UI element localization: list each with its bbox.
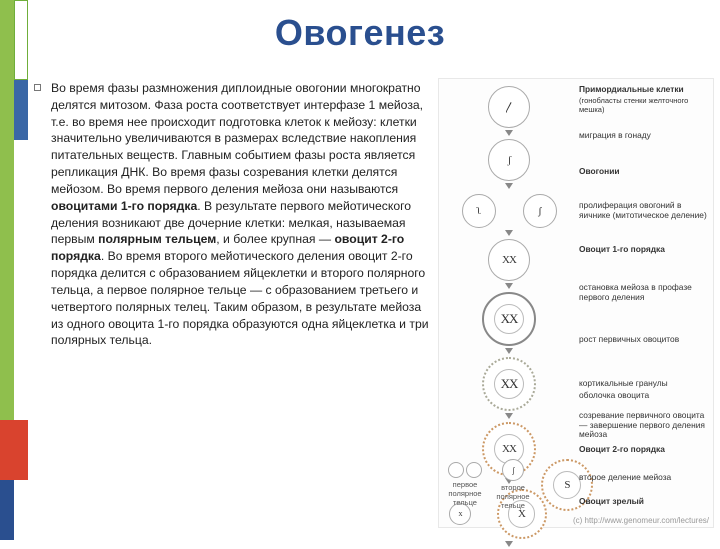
arrow-down-icon — [505, 230, 513, 236]
mature-row: первое полярное тельце ʃ второе полярное… — [445, 456, 593, 513]
oogenesis-diagram: 〳 ʃ ʅ ʃ XX XX XX XX x X первое полярное … — [438, 78, 714, 528]
polar-body-2: ʃ — [502, 459, 524, 481]
arrow-down-icon — [505, 183, 513, 189]
migrating-cell: ʃ — [488, 139, 530, 181]
lbl-arrest: остановка мейоза в профазе первого делен… — [579, 283, 709, 302]
lbl-ovogonia: Овогонии — [579, 167, 709, 177]
accent-sidebar — [0, 0, 28, 540]
page-title: Овогенез — [0, 12, 720, 54]
body-bold: полярным тельцем — [98, 232, 216, 246]
lbl-growth: рост первичных овоцитов — [579, 335, 709, 345]
bullet-square-icon — [34, 84, 41, 91]
lbl-membrane: оболочка овоцита — [579, 391, 709, 401]
body-text: , и более крупная — — [216, 232, 334, 246]
body-text-block: Во время фазы размножения диплоидные ово… — [34, 80, 430, 349]
lbl-primordial: Примордиальные клетки — [579, 85, 709, 95]
arrow-down-icon — [505, 348, 513, 354]
polar-body-1-label: первое полярное тельце — [445, 480, 485, 507]
arrow-down-icon — [505, 541, 513, 547]
bullet-item: Во время фазы размножения диплоидные ово… — [34, 80, 430, 349]
ovogonium-cell: ʃ — [523, 194, 557, 228]
lbl-migration: миграция в гонаду — [579, 131, 709, 141]
polar-body — [466, 462, 482, 478]
lbl-secondary-oocyte: Овоцит 2-го порядка — [579, 445, 709, 455]
arrow-down-icon — [505, 283, 513, 289]
polar-body-2-label: второе полярное тельце — [493, 483, 533, 510]
lbl-primordial-sub: (гонобласты стенки желточного мешка) — [579, 97, 709, 114]
arrow-down-icon — [505, 413, 513, 419]
lbl-cortical: кортикальные гранулы — [579, 379, 709, 389]
ovogonia-row: ʅ ʃ — [449, 191, 569, 230]
body-paragraph: Во время фазы размножения диплоидные ово… — [51, 80, 430, 349]
polar-body — [448, 462, 464, 478]
lbl-maturation: созревание первичного овоцита — завершен… — [579, 411, 709, 440]
ovogonium-cell: ʅ — [462, 194, 496, 228]
arrow-down-icon — [505, 130, 513, 136]
lbl-meiosis2: второе деление мейоза — [579, 473, 709, 483]
lbl-primary-oocyte: Овоцит 1-го порядка — [579, 245, 709, 255]
lbl-proliferation: пролиферация овогоний в яичнике (митотич… — [579, 201, 709, 220]
primary-oocyte-arrested: XX — [482, 292, 536, 346]
accent-seg — [0, 480, 14, 540]
primary-oocyte-early: XX — [488, 239, 530, 281]
diagram-credit: (c) http://www.genomeur.com/lectures/ — [573, 516, 709, 525]
body-text: . Во время второго мейотического деления… — [51, 249, 429, 347]
lbl-mature-oocyte: Овоцит зрелый — [579, 497, 709, 507]
accent-seg — [0, 420, 28, 480]
accent-seg — [14, 80, 28, 140]
body-bold: овоцитами 1-го порядка — [51, 199, 197, 213]
growing-oocyte: XX — [482, 357, 536, 411]
primordial-cell: 〳 — [488, 86, 530, 128]
body-text: Во время фазы размножения диплоидные ово… — [51, 81, 423, 196]
